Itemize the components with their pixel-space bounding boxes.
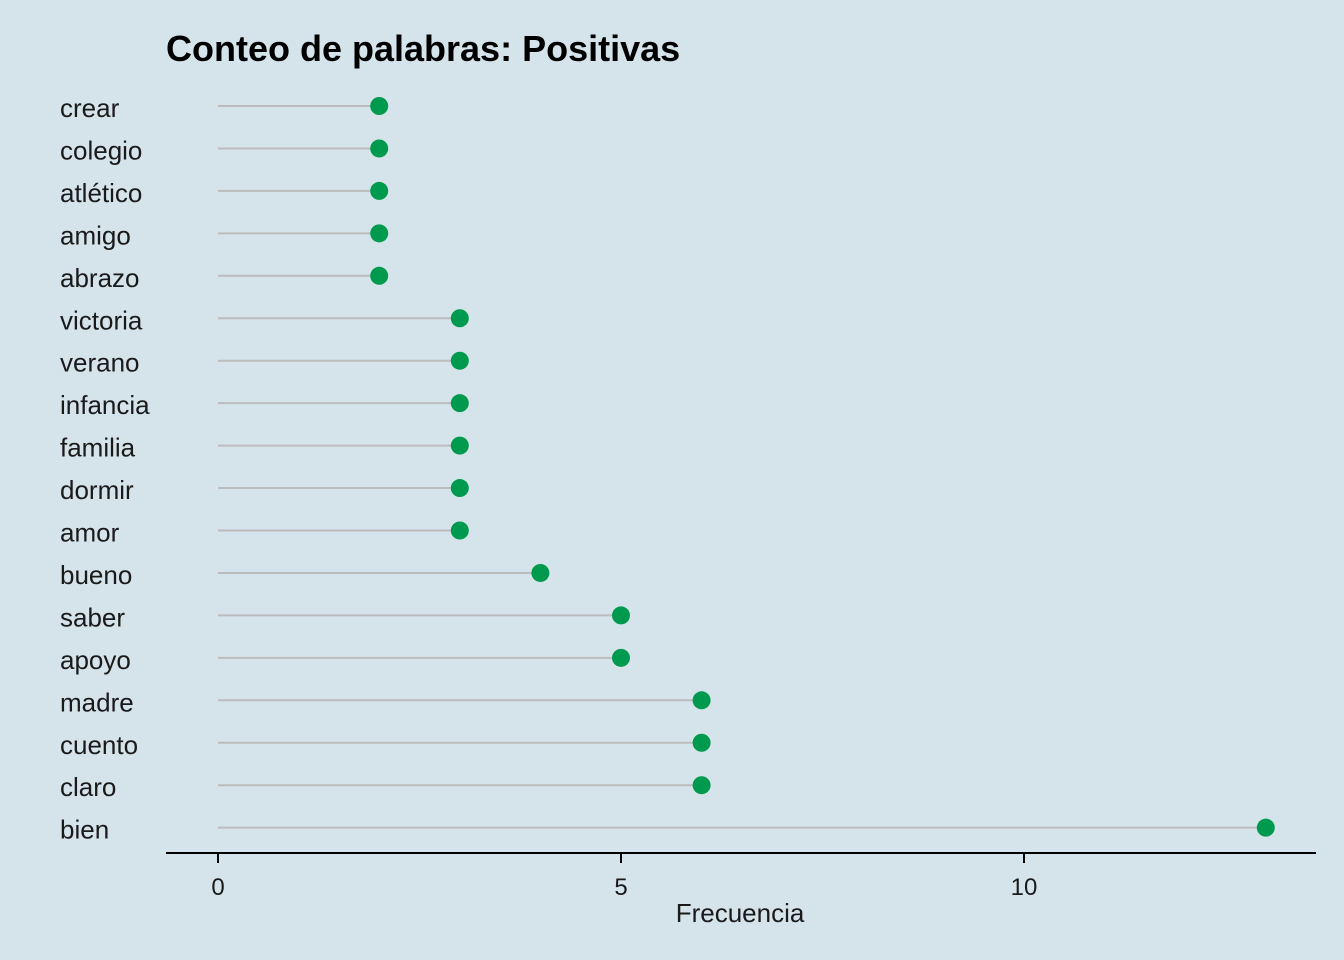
category-label-madre: madre: [60, 687, 134, 717]
category-label-atletico: atlético: [60, 178, 142, 208]
category-label-familia: familia: [60, 433, 136, 463]
category-label-victoria: victoria: [60, 305, 143, 335]
category-labels: crear colegio atlético amigo abrazo victoria v…: [60, 93, 150, 845]
x-tick-label-0: 0: [211, 874, 224, 901]
point-amor: [450, 521, 469, 540]
point-crear: [370, 97, 389, 115]
point-victoria: [450, 309, 469, 328]
point-atletico: [370, 181, 389, 200]
x-axis-title: Frecuencia: [676, 898, 805, 928]
x-tick-label-5: 5: [614, 874, 627, 901]
point-colegio: [370, 139, 389, 158]
point-familia: [450, 436, 469, 455]
point-apoyo: [612, 648, 630, 667]
stem-group: [218, 105, 1266, 829]
category-label-amor: amor: [60, 518, 120, 548]
category-label-abrazo: abrazo: [60, 263, 140, 293]
point-group: [370, 97, 1275, 837]
category-label-apoyo: apoyo: [60, 645, 131, 675]
point-dormir: [450, 479, 469, 498]
point-madre: [692, 691, 711, 710]
point-verano: [450, 351, 469, 370]
x-tick-label-10: 10: [1011, 874, 1038, 901]
category-label-crear: crear: [60, 93, 120, 123]
category-label-cuento: cuento: [60, 730, 138, 760]
point-saber: [612, 606, 630, 625]
category-label-bueno: bueno: [60, 560, 132, 590]
chart-title: Conteo de palabras: Positivas: [166, 28, 680, 69]
category-label-infancia: infancia: [60, 390, 150, 420]
category-label-saber: saber: [60, 602, 125, 632]
category-label-bien: bien: [60, 815, 109, 845]
category-label-dormir: dormir: [60, 475, 134, 505]
point-claro: [692, 776, 711, 795]
category-label-colegio: colegio: [60, 135, 142, 165]
point-abrazo: [370, 266, 389, 285]
category-label-amigo: amigo: [60, 220, 131, 250]
point-bueno: [531, 563, 550, 582]
point-infancia: [450, 394, 469, 413]
point-bien: [1256, 818, 1275, 837]
x-axis-ticks: 0 5 10: [211, 853, 1037, 901]
category-label-verano: verano: [60, 348, 140, 378]
category-label-claro: claro: [60, 772, 116, 802]
point-amigo: [370, 224, 389, 243]
point-cuento: [692, 733, 711, 752]
